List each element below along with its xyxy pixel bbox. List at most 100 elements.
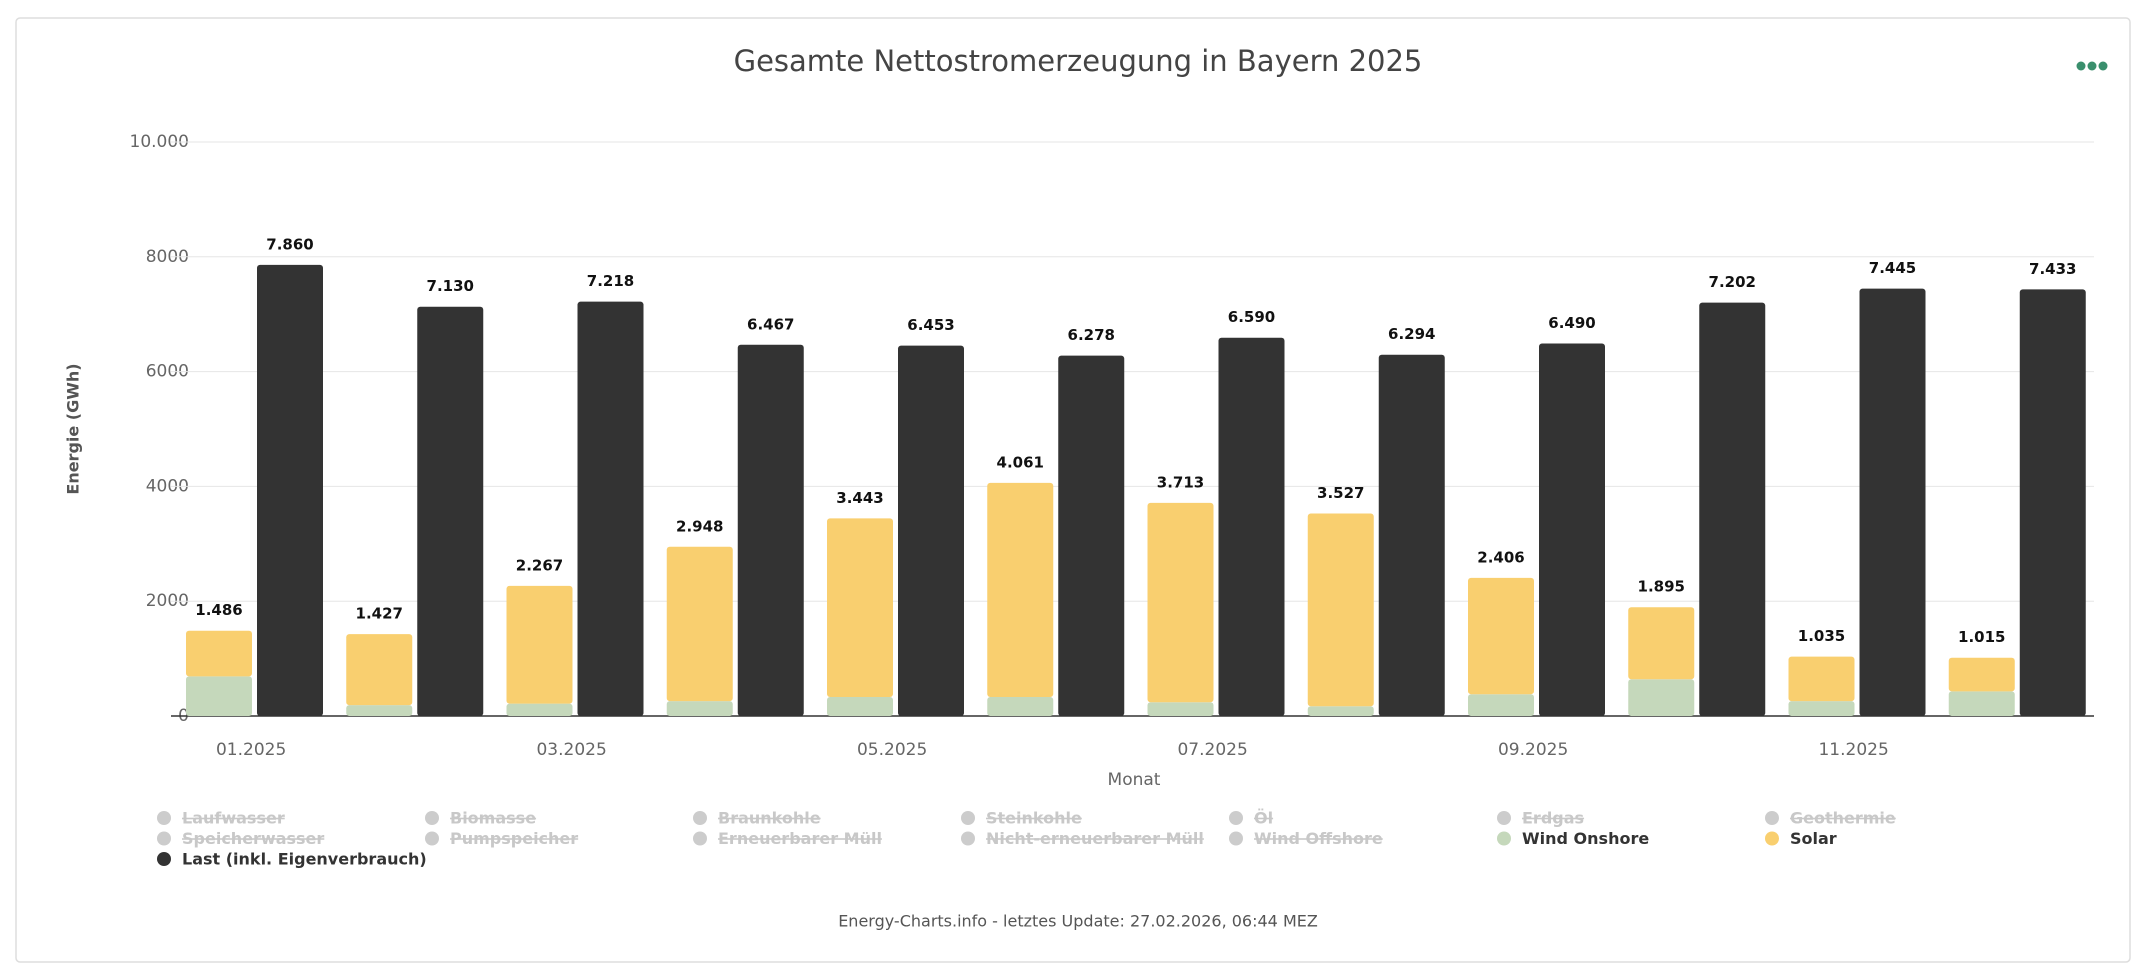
stack-total-label: 2.948 [676, 517, 723, 535]
legend-item[interactable]: Erneuerbarer Müll [718, 829, 882, 848]
data-label: 7.860 [266, 235, 313, 253]
menu-dot[interactable] [2087, 61, 2097, 71]
x-tick-label: 05.2025 [857, 740, 927, 760]
bar-segment [1218, 337, 1285, 716]
legend-item[interactable]: Last (inkl. Eigenverbrauch) [182, 850, 427, 869]
bar-segment [417, 306, 484, 716]
bar-segment [827, 697, 893, 716]
menu-button[interactable] [2076, 61, 2108, 71]
data-label: 6.278 [1068, 326, 1115, 344]
data-label: 7.202 [1709, 273, 1756, 291]
bar-segment [1147, 502, 1214, 703]
bar-segment [2019, 289, 2086, 716]
y-tick-label: 4000 [146, 476, 189, 496]
bar-segment [506, 585, 573, 704]
legend-item[interactable]: Geothermie [1790, 809, 1896, 828]
legend-marker[interactable] [693, 811, 707, 825]
menu-dot[interactable] [2076, 61, 2086, 71]
data-label: 6.294 [1388, 325, 1435, 343]
x-tick-label: 11.2025 [1818, 740, 1888, 760]
x-tick-label: 07.2025 [1177, 740, 1247, 760]
legend-marker[interactable] [425, 831, 439, 846]
legend-marker[interactable] [961, 831, 975, 846]
bar-segment [1468, 577, 1534, 695]
legend-marker[interactable] [1765, 811, 1779, 825]
bar-segment [577, 301, 644, 716]
bar-segment [1859, 288, 1926, 716]
chart-title: Gesamte Nettostromerzeugung in Bayern 20… [734, 44, 1423, 78]
bar-segment [898, 345, 964, 716]
legend-item[interactable]: Wind Offshore [1254, 829, 1383, 848]
y-tick-label: 8000 [146, 247, 189, 267]
legend-marker[interactable] [157, 852, 171, 866]
stack-total-label: 4.061 [997, 453, 1044, 471]
bar-segment [346, 634, 413, 706]
data-label: 7.445 [1869, 259, 1916, 277]
legend-item[interactable]: Steinkohle [986, 809, 1082, 828]
x-tick-label: 01.2025 [216, 740, 286, 760]
y-tick-label: 2000 [146, 591, 189, 611]
stack-total-label: 3.713 [1157, 473, 1204, 491]
legend-marker[interactable] [425, 811, 439, 825]
bar-segment [737, 344, 804, 716]
legend-marker[interactable] [693, 831, 707, 846]
stack-total-label: 3.527 [1317, 484, 1364, 502]
bar-segment [1378, 354, 1445, 716]
x-tick-label: 09.2025 [1498, 740, 1568, 760]
bar-segment [506, 703, 573, 716]
bar-segment [1628, 607, 1695, 680]
bar-segment [1788, 656, 1855, 702]
x-axis-label: Monat [1108, 770, 1161, 790]
bar-segment [1468, 694, 1534, 716]
bar-segment [1788, 701, 1855, 716]
stack-total-label: 1.427 [356, 605, 403, 623]
bar-segment [1948, 691, 2015, 716]
data-label: 7.130 [427, 277, 474, 295]
bar-segment [1539, 343, 1605, 716]
data-label: 7.433 [2029, 260, 2076, 278]
x-tick-label: 03.2025 [536, 740, 606, 760]
stack-total-label: 1.035 [1798, 627, 1845, 645]
legend-item[interactable]: Biomasse [450, 809, 536, 828]
data-label: 6.490 [1548, 314, 1595, 332]
legend-marker[interactable] [157, 831, 171, 846]
stack-total-label: 2.406 [1477, 548, 1524, 566]
stack-total-label: 1.486 [195, 601, 242, 619]
bar-segment [666, 546, 733, 702]
legend-item[interactable]: Erdgas [1522, 809, 1584, 828]
stack-total-label: 1.015 [1958, 628, 2005, 646]
legend-item[interactable]: Speicherwasser [182, 829, 324, 848]
legend-marker[interactable] [157, 811, 171, 825]
bar-segment [1147, 702, 1214, 716]
legend-item[interactable]: Solar [1790, 829, 1837, 848]
y-axis-label: Energie (GWh) [64, 363, 83, 494]
bar-segment [987, 482, 1054, 698]
bar-segment [827, 518, 893, 698]
data-label: 7.218 [587, 272, 634, 290]
legend-marker[interactable] [1497, 831, 1511, 846]
bar-segment [1628, 679, 1695, 716]
legend-marker[interactable] [1229, 811, 1243, 825]
y-tick-label: 10.000 [130, 132, 189, 152]
bar-segment [186, 630, 252, 677]
legend-item[interactable]: Öl [1254, 809, 1273, 828]
legend-marker[interactable] [1497, 811, 1511, 825]
menu-dot[interactable] [2098, 61, 2108, 71]
bar-segment [666, 701, 733, 716]
data-label: 6.467 [747, 315, 794, 333]
legend-item[interactable]: Nicht-erneuerbarer Müll [986, 829, 1204, 848]
legend-marker[interactable] [1765, 831, 1779, 846]
legend-marker[interactable] [1229, 831, 1243, 846]
legend-item[interactable]: Pumpspeicher [450, 829, 578, 848]
legend-item[interactable]: Laufwasser [182, 809, 285, 828]
bar-segment [346, 705, 413, 716]
legend-item[interactable]: Wind Onshore [1522, 829, 1649, 848]
legend-item[interactable]: Braunkohle [718, 809, 821, 828]
bar-segment [1307, 513, 1374, 707]
data-label: 6.453 [907, 316, 954, 334]
data-label: 6.590 [1228, 308, 1275, 326]
legend-marker[interactable] [961, 811, 975, 825]
bar-segment [987, 697, 1054, 716]
